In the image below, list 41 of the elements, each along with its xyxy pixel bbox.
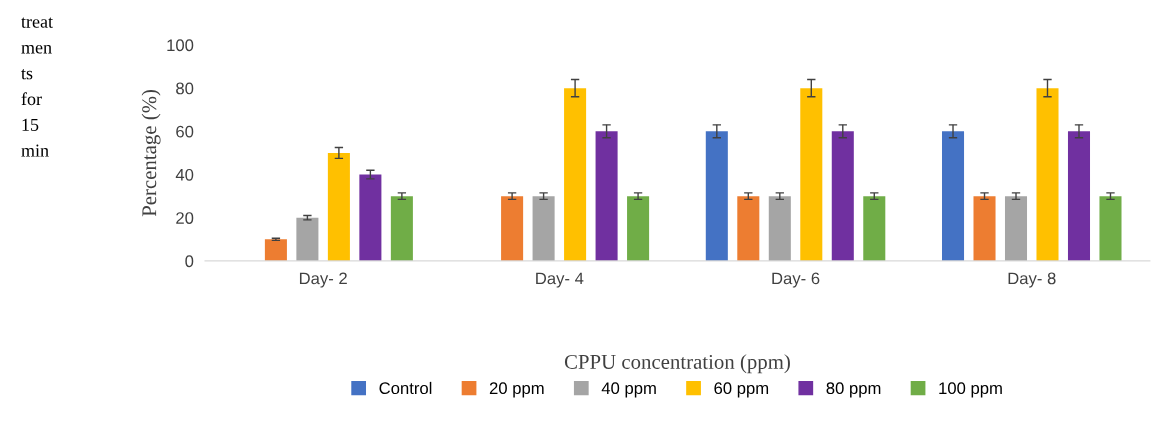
bar (390, 196, 413, 261)
legend-label: 40 ppm (601, 382, 656, 398)
bar (737, 196, 760, 261)
bar (973, 196, 996, 261)
bar (705, 131, 728, 261)
x-tick-label: Day- 8 (1008, 272, 1056, 288)
bar (296, 217, 319, 261)
x-tick-label: Day- 2 (299, 272, 347, 288)
y-tick-label: 40 (175, 168, 194, 181)
x-tick-label: Day- 6 (772, 272, 820, 288)
y-tick-label: 80 (176, 82, 194, 95)
bar (1099, 196, 1122, 261)
legend-label: 60 ppm (714, 382, 769, 398)
y-axis-title: Percentage (%) (141, 89, 161, 217)
bar (1004, 196, 1028, 261)
y-tick-label: 0 (185, 255, 194, 268)
bar (564, 88, 587, 261)
legend-label: Control (379, 381, 432, 395)
y-tick-label: 60 (176, 125, 194, 138)
bar (595, 131, 618, 261)
legend-label: 100 ppm (939, 382, 1002, 398)
bar (800, 88, 823, 261)
bar (768, 196, 791, 261)
bar (532, 196, 555, 261)
bar (264, 239, 287, 261)
legend-label: 20 ppm (489, 382, 544, 398)
bar (1036, 88, 1059, 261)
bar (831, 131, 854, 261)
x-axis-title: CPPU concentration (ppm) (564, 354, 790, 374)
bar (501, 196, 524, 261)
x-tick-label: Day- 4 (536, 272, 584, 288)
bar (627, 196, 650, 261)
y-tick-label: 20 (176, 212, 194, 224)
y-tick-label: 100 (167, 39, 194, 52)
legend-label: 80 ppm (826, 382, 881, 398)
bar (327, 152, 350, 261)
bar (942, 131, 965, 261)
bar (1067, 131, 1091, 261)
bar (863, 196, 886, 261)
text: treat men ts for 15 min (21, 17, 53, 157)
bar (359, 174, 382, 261)
